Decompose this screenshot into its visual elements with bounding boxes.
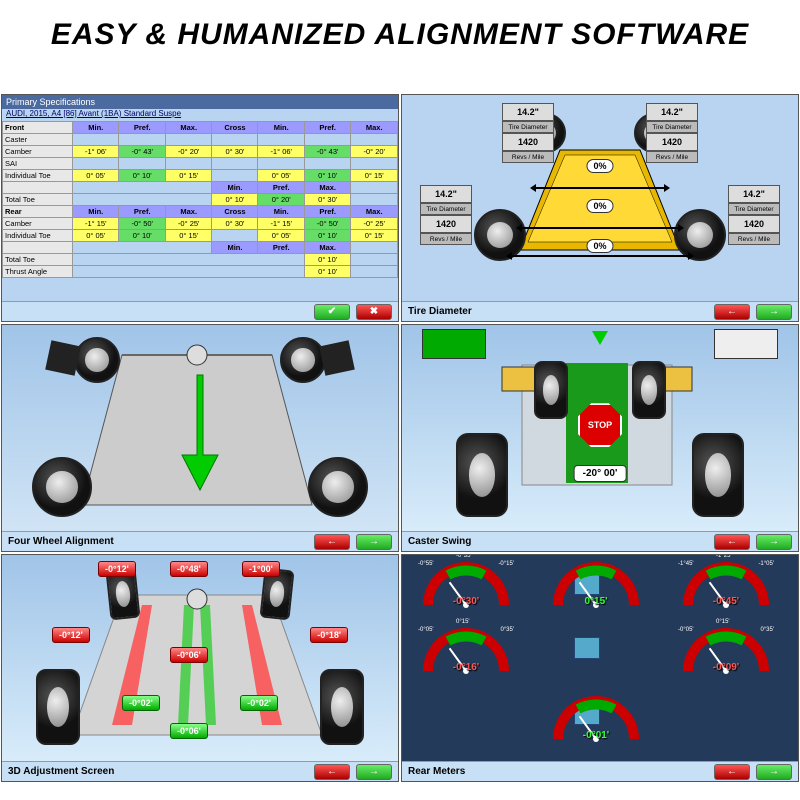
gauge: -0°09' -0°05' 0°15' 0°35': [680, 627, 772, 677]
back-button[interactable]: ←: [314, 764, 350, 780]
width-arrow-icon: [512, 255, 688, 257]
sensor-icon: [45, 340, 81, 376]
panel3-title: Four Wheel Alignment: [8, 536, 114, 547]
adj-value: -0°12': [98, 561, 136, 577]
panel4-title: Caster Swing: [408, 536, 471, 547]
pct-value: 0%: [586, 199, 613, 213]
gauge: -0°30' -0°55' -0°35' -0°15': [420, 561, 512, 611]
cancel-button[interactable]: ✖: [356, 304, 392, 320]
tire-icon: [280, 337, 326, 383]
pct-value: 0%: [586, 159, 613, 173]
adj-value: -0°12': [52, 627, 90, 643]
revs-label[interactable]: Revs / Mile: [420, 233, 472, 245]
gauge: 0°15': [550, 561, 642, 611]
dia-value: 14.2": [502, 103, 554, 121]
next-button[interactable]: →: [756, 304, 792, 320]
spec-table: FrontMin.Pref.Max.CrossMin.Pref.Max.Cast…: [2, 121, 398, 278]
dia-label[interactable]: Tire Diameter: [420, 203, 472, 215]
dia-value: 14.2": [728, 185, 780, 203]
tire-icon: [692, 433, 744, 517]
ok-button[interactable]: ✔: [314, 304, 350, 320]
tire-icon: [32, 457, 92, 517]
caster-reading: -20° 00': [574, 465, 627, 482]
tire-icon: [674, 209, 726, 261]
spec-vehicle: AUDI, 2015, A4 [86] Avant (1BA) Standard…: [2, 109, 398, 121]
panel-caster-swing: STOP -20° 00' Caster Swing ← →: [401, 324, 799, 552]
adj-value: -0°48': [170, 561, 208, 577]
adj-value: -0°06': [170, 723, 208, 739]
dia-label[interactable]: Tire Diameter: [502, 121, 554, 133]
revs-value: 1420: [728, 215, 780, 233]
next-button[interactable]: →: [356, 764, 392, 780]
back-button[interactable]: ←: [714, 534, 750, 550]
tire-icon: [456, 433, 508, 517]
panel-tire-diameter: 0% 0% 0% 14.2" Tire Diameter 1420 Revs /…: [401, 94, 799, 322]
gauge: -0°16' -0°05' 0°15' 0°35': [420, 627, 512, 677]
tire-icon: [36, 669, 80, 745]
back-button[interactable]: ←: [714, 304, 750, 320]
revs-label[interactable]: Revs / Mile: [502, 151, 554, 163]
adj-value: -0°02': [122, 695, 160, 711]
tire-icon: [534, 361, 568, 419]
meter-mode-icon[interactable]: [574, 637, 600, 659]
adj-value: -0°02': [240, 695, 278, 711]
revs-label[interactable]: Revs / Mile: [646, 151, 698, 163]
revs-value: 1420: [420, 215, 472, 233]
tire-icon: [308, 457, 368, 517]
pct-value: 0%: [586, 239, 613, 253]
adj-value: -0°06': [170, 647, 208, 663]
dia-label[interactable]: Tire Diameter: [646, 121, 698, 133]
back-button[interactable]: ←: [714, 764, 750, 780]
revs-label[interactable]: Revs / Mile: [728, 233, 780, 245]
panel-rear-meters: -0°30' -0°55' -0°35' -0°15' 0°15' -0°45'…: [401, 554, 799, 782]
width-arrow-icon: [536, 187, 664, 189]
panel1-footer: ✔ ✖: [2, 301, 398, 321]
next-button[interactable]: →: [756, 534, 792, 550]
adj-value: -0°18': [310, 627, 348, 643]
main-title: EASY & HUMANIZED ALIGNMENT SOFTWARE: [0, 0, 800, 60]
tire-icon: [74, 337, 120, 383]
back-button[interactable]: ←: [314, 534, 350, 550]
panels-grid: Primary Specifications AUDI, 2015, A4 [8…: [0, 94, 800, 782]
spec-header: Primary Specifications: [2, 95, 398, 109]
revs-value: 1420: [646, 133, 698, 151]
width-arrow-icon: [522, 227, 678, 229]
dia-value: 14.2": [420, 185, 472, 203]
panel6-title: Rear Meters: [408, 766, 465, 777]
dia-value: 14.2": [646, 103, 698, 121]
revs-value: 1420: [502, 133, 554, 151]
next-button[interactable]: →: [756, 764, 792, 780]
tire-icon: [632, 361, 666, 419]
next-button[interactable]: →: [356, 534, 392, 550]
gauge: -0°01': [550, 695, 642, 745]
tire-icon: [474, 209, 526, 261]
panel-3d-adjustment: -0°12' -0°48' -1°00' -0°12' -0°18' -0°06…: [1, 554, 399, 782]
panel-four-wheel: Four Wheel Alignment ← →: [1, 324, 399, 552]
panel-specs: Primary Specifications AUDI, 2015, A4 [8…: [1, 94, 399, 322]
sensor-icon: [319, 340, 355, 376]
adj-value: -1°00': [242, 561, 280, 577]
dia-label[interactable]: Tire Diameter: [728, 203, 780, 215]
panel2-title: Tire Diameter: [408, 306, 472, 317]
tire-icon: [320, 669, 364, 745]
gauge: -0°45' -1°45' -1°25' -1°05': [680, 561, 772, 611]
down-arrow-icon: [592, 331, 608, 345]
panel5-title: 3D Adjustment Screen: [8, 766, 114, 777]
